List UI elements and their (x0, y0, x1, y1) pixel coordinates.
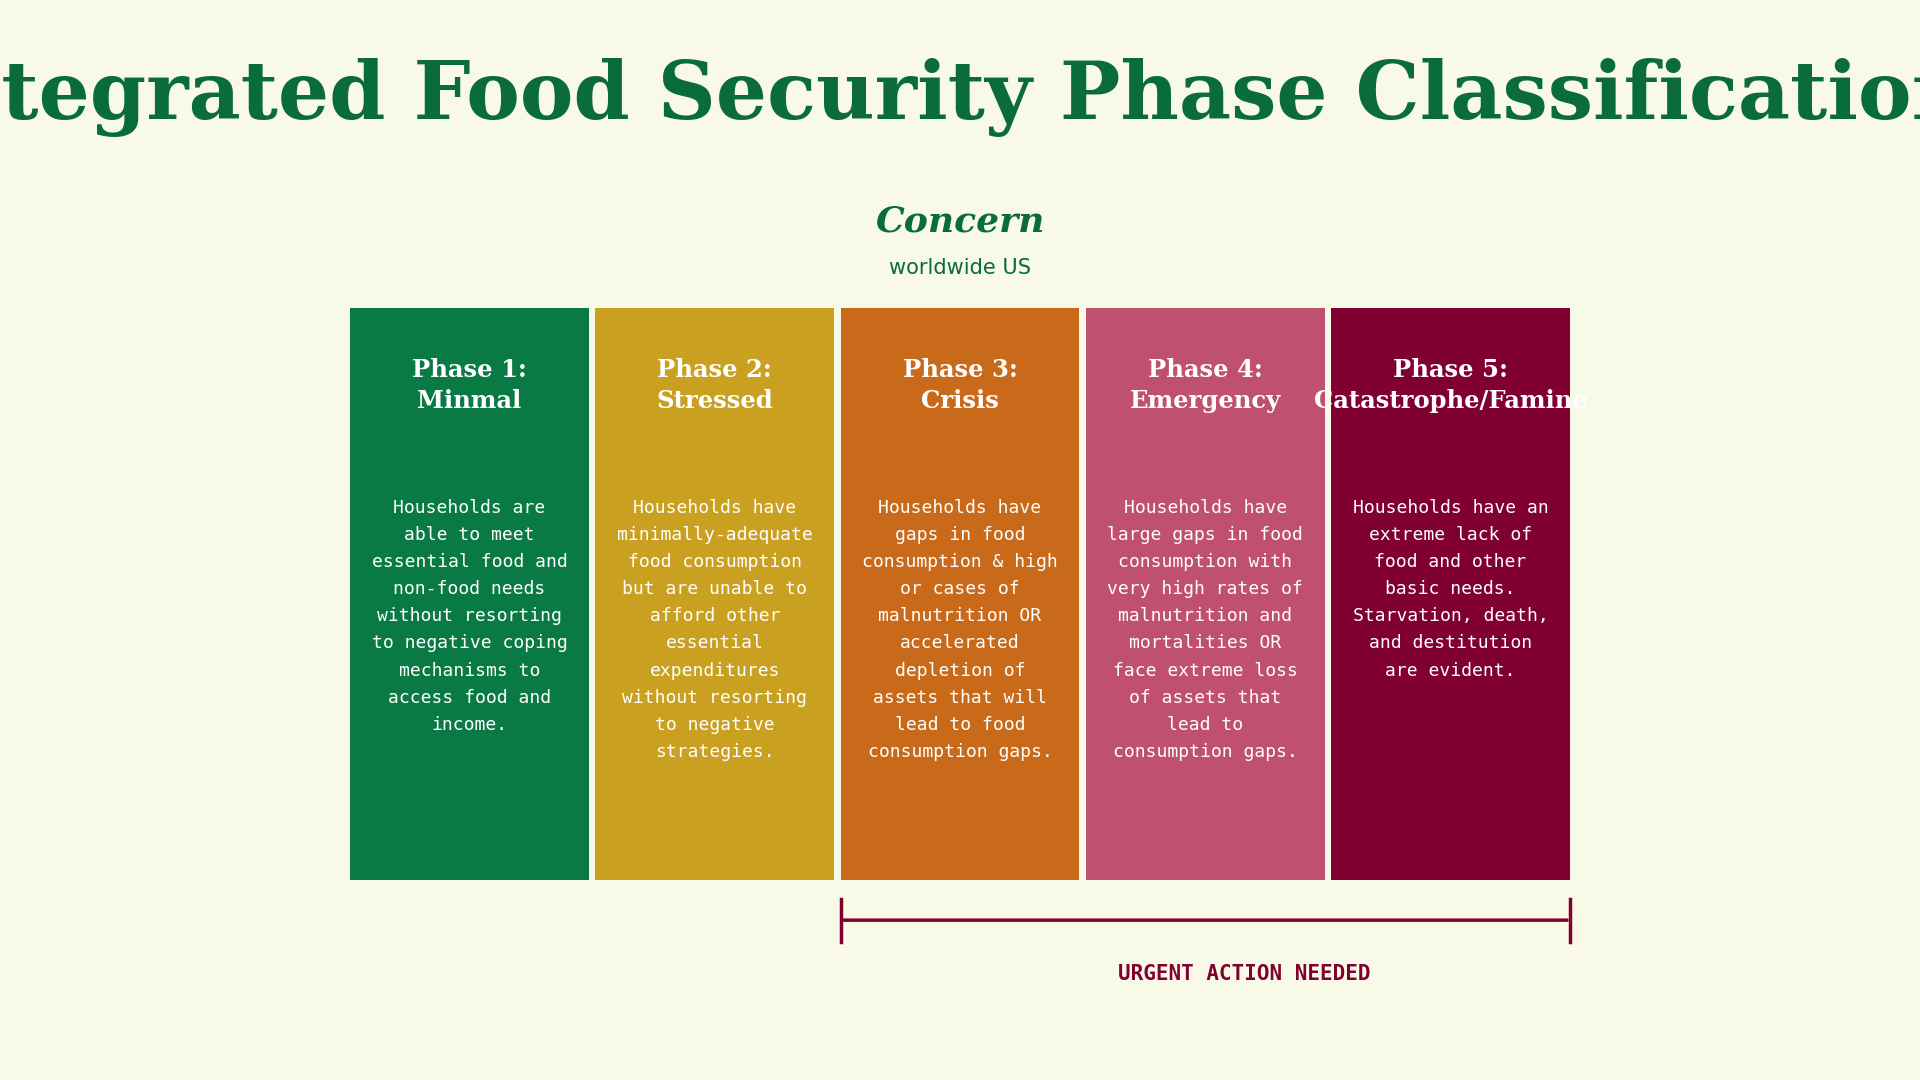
Text: worldwide US: worldwide US (889, 258, 1031, 278)
FancyBboxPatch shape (1087, 308, 1325, 880)
Text: Households have
minimally-adequate
food consumption
but are unable to
afford oth: Households have minimally-adequate food … (616, 499, 812, 760)
Text: Integrated Food Security Phase Classifications: Integrated Food Security Phase Classific… (0, 57, 1920, 137)
FancyBboxPatch shape (595, 308, 833, 880)
Text: Concern: Concern (876, 204, 1044, 239)
Text: Households have
gaps in food
consumption & high
or cases of
malnutrition OR
acce: Households have gaps in food consumption… (862, 499, 1058, 760)
FancyBboxPatch shape (1331, 308, 1571, 880)
Text: URGENT ACTION NEEDED: URGENT ACTION NEEDED (1117, 964, 1371, 984)
Text: Phase 3:
Crisis: Phase 3: Crisis (902, 357, 1018, 414)
Text: Phase 2:
Stressed: Phase 2: Stressed (657, 357, 774, 414)
Text: Households have
large gaps in food
consumption with
very high rates of
malnutrit: Households have large gaps in food consu… (1108, 499, 1304, 760)
FancyBboxPatch shape (841, 308, 1079, 880)
FancyBboxPatch shape (349, 308, 589, 880)
Text: Phase 1:
Minmal: Phase 1: Minmal (413, 357, 526, 414)
Text: Households have an
extreme lack of
food and other
basic needs.
Starvation, death: Households have an extreme lack of food … (1352, 499, 1548, 679)
Text: Phase 4:
Emergency: Phase 4: Emergency (1129, 357, 1281, 414)
Text: Phase 5:
Catastrophe/Famine: Phase 5: Catastrophe/Famine (1313, 357, 1588, 414)
Text: Households are
able to meet
essential food and
non-food needs
without resorting
: Households are able to meet essential fo… (372, 499, 568, 733)
